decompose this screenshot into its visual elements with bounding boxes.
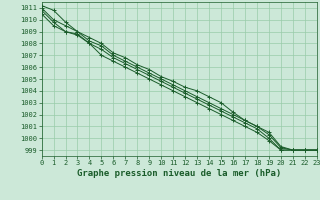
X-axis label: Graphe pression niveau de la mer (hPa): Graphe pression niveau de la mer (hPa) <box>77 169 281 178</box>
